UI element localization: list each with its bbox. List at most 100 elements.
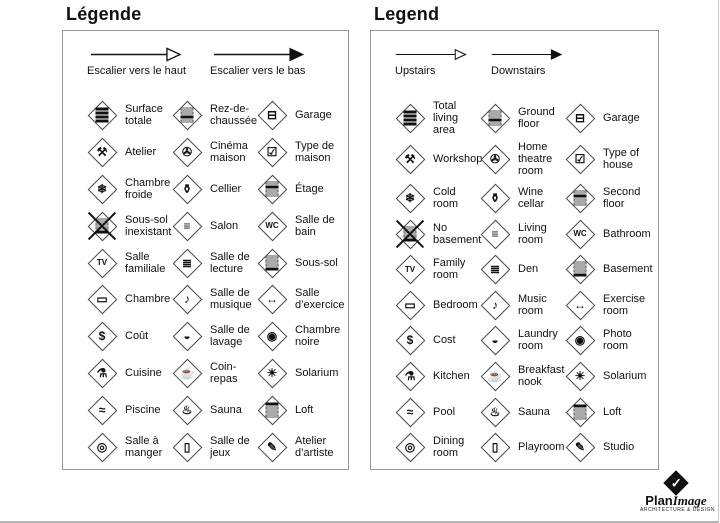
legend-item-total-living-area: Surface totale (87, 97, 172, 134)
icon-glyph: ⚒ (96, 145, 108, 160)
floor-bar (265, 259, 279, 263)
icon-glyph: ☀ (266, 365, 278, 380)
legend-item-second-floor: Étage (257, 171, 344, 208)
workshop-icon: ⚒ (87, 137, 118, 168)
floor-bar (265, 255, 279, 259)
icon-glyph: ✎ (266, 439, 278, 454)
home-theatre-room-icon: ✇ (480, 144, 511, 175)
planimage-logo-tagline: ARCHITECTURE & DESIGN (640, 507, 715, 513)
legend-item-exercise-room: ↔ Exercise room (565, 287, 654, 323)
family-room-icon: TV (87, 248, 118, 278)
legend-item-label: Second floor (603, 185, 641, 210)
legend-item-label: Salle de lavage (210, 324, 250, 349)
icon-glyph: ☕ (487, 368, 503, 383)
legend-item-label: Coin- repas (210, 360, 238, 385)
legend-item-home-theatre-room: ✇ Cinéma maison (172, 134, 257, 171)
cold-room-icon: ❄ (87, 174, 118, 205)
stairs-arrow-icon (491, 49, 563, 60)
icon-glyph: ◉ (266, 329, 278, 344)
stairs-down-arrow: Escalier vers le bas (210, 47, 308, 77)
legend-item-label: Cost (433, 334, 456, 347)
photo-room-icon: ◉ (565, 325, 596, 356)
legend-item-photo-room: ◉ Chambre noire (257, 318, 344, 355)
floor-bar (95, 107, 109, 111)
icon-glyph: ◉ (574, 333, 586, 348)
icon-glyph: ❄ (404, 190, 416, 205)
icon-glyph: ≣ (489, 262, 501, 277)
legend-item-ground-floor: Rez-de- chaussée (172, 97, 257, 134)
living-room-icon: ≡ (172, 211, 203, 242)
floor-bar (265, 263, 279, 267)
floor-bar (573, 194, 587, 198)
legend-item-laundry-room: ◒ Laundry room (480, 323, 565, 359)
bedroom-icon: ▭ (395, 290, 426, 321)
icon-glyph: ⚗ (404, 368, 416, 383)
legend-item-living-room: ≡ Living room (480, 216, 565, 252)
floor-stack (403, 110, 417, 126)
solarium-icon: ☀ (565, 361, 596, 392)
floor-bar (265, 189, 279, 193)
floor-stack (265, 255, 279, 271)
basement-icon (257, 248, 288, 278)
type-of-house-icon: ☑ (257, 137, 288, 168)
floor-bar (265, 181, 279, 185)
floor-bar (573, 202, 587, 206)
floor-bar (265, 402, 279, 406)
legend-item-label: Chambre (125, 293, 171, 306)
ground-floor-icon (480, 103, 511, 134)
icon-glyph: ✎ (574, 440, 586, 455)
legend-item-label: Sauna (518, 405, 550, 418)
icon-glyph: WC (573, 229, 587, 239)
total-living-area-icon (87, 100, 118, 131)
legend-panel-english: Legend Upstairs Downstairs Total living … (370, 4, 659, 470)
family-room-icon: TV (395, 254, 426, 285)
icon-glyph: TV (96, 258, 108, 268)
legend-item-label: Garage (295, 109, 332, 122)
icon-glyph: WC (265, 221, 279, 231)
icon-glyph: ▭ (96, 292, 108, 307)
dining-room-icon: ◎ (87, 432, 118, 462)
planimage-logo-text: PlanImage (640, 494, 712, 507)
legend-item-label: Ground floor (518, 105, 555, 130)
legend-item-label: Den (518, 263, 539, 276)
legend-item-den: ≣ Salle de lecture (172, 244, 257, 281)
stairs-arrow-label: Escalier vers le haut (87, 65, 187, 77)
loft-icon (565, 397, 596, 427)
panel-box-french: Escalier vers le haut Escalier vers le b… (62, 30, 349, 470)
legend-item-workshop: ⚒ Workshop (395, 139, 482, 181)
icon-glyph: ☑ (266, 145, 278, 160)
breakfast-nook-icon: ☕ (172, 358, 203, 389)
legend-item-pool: ≈ Pool (395, 394, 480, 430)
floor-bar (403, 118, 417, 122)
floor-bar (265, 185, 279, 189)
cross-out-mark (395, 219, 425, 249)
laundry-room-icon: ◒ (480, 325, 511, 356)
icon-glyph: ⚱ (489, 190, 501, 205)
icon-glyph: ⚗ (96, 365, 108, 380)
icon-glyph: ↔ (574, 297, 586, 312)
wine-cellar-icon: ⚱ (480, 183, 511, 214)
icon-glyph: $ (406, 333, 414, 348)
icon-glyph: ☀ (574, 368, 586, 383)
floor-bar (488, 110, 502, 114)
laundry-room-icon: ◒ (172, 321, 203, 352)
legend-item-solarium: ☀ Solarium (565, 358, 654, 394)
bathroom-icon: WC (565, 219, 596, 249)
legend-item-playroom: ▯ Playroom (480, 429, 565, 465)
legend-item-label: Salle de musique (210, 287, 252, 312)
floor-bar (573, 416, 587, 420)
panel-box-english: Upstairs Downstairs Total living area Gr… (370, 30, 659, 470)
floor-bar (573, 404, 587, 408)
floor-bar (180, 115, 194, 119)
second-floor-icon (565, 183, 596, 214)
legend-grid: Surface totale Rez-de- chaussée ⊟ Garage… (87, 97, 345, 465)
legend-item-bedroom: ▭ Chambre (87, 281, 172, 318)
living-room-icon: ≡ (480, 219, 511, 249)
legend-item-exercise-room: ↔ Salle d’exercice (257, 281, 345, 318)
legend-item-loft: Loft (257, 391, 344, 428)
stairs-arrow-icon (91, 47, 182, 62)
exercise-room-icon: ↔ (565, 290, 596, 321)
legend-item-home-theatre-room: ✇ Home theatre room (480, 139, 565, 181)
legend-item-pool: ≈ Piscine (87, 391, 172, 428)
cost-icon: $ (395, 325, 426, 356)
